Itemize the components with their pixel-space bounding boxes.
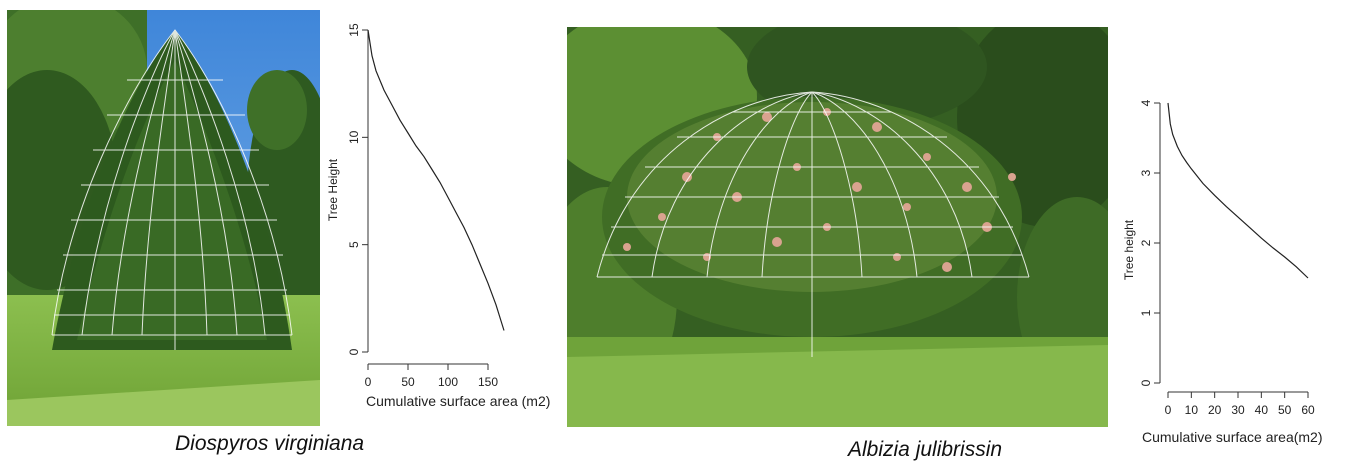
y-tick-label: 15 (347, 23, 361, 37)
x-tick-label: 150 (478, 375, 498, 389)
x-tick-label: 20 (1208, 403, 1222, 417)
y-tick-label: 1 (1139, 309, 1153, 316)
x-tick-label: 10 (1185, 403, 1199, 417)
albizia-tree-photo (567, 27, 1108, 427)
series-line (1167, 102, 1309, 279)
diospyros-tree-photo (7, 10, 320, 426)
albizia-photo-illustration (567, 27, 1108, 427)
x-tick-label: 40 (1255, 403, 1269, 417)
y-tick-label: 0 (347, 348, 361, 355)
x-tick-label: 100 (438, 375, 458, 389)
series-line (367, 29, 505, 331)
x-tick-label: 30 (1231, 403, 1245, 417)
diospyros-height-chart: 0 5 10 15 0 50 100 150 Cumulative surface area (… (320, 0, 570, 430)
y-tick-label: 0 (1139, 379, 1153, 386)
y-tick-label: 3 (1139, 169, 1153, 176)
x-tick-label: 60 (1301, 403, 1315, 417)
y-axis-label: Tree Height (326, 158, 340, 221)
diospyros-photo-illustration (7, 10, 320, 426)
y-tick-label: 5 (347, 241, 361, 248)
caption-albizia: Albizia julibrissin (848, 438, 1003, 461)
x-tick-label: 50 (401, 375, 415, 389)
caption-diospyros: Diospyros virginiana (175, 432, 365, 455)
albizia-height-chart: 0 1 2 3 4 0 10 20 30 40 50 60 Cumulative surface are… (1110, 80, 1352, 450)
y-axis-label: Tree height (1122, 219, 1136, 280)
y-tick-label: 2 (1139, 239, 1153, 246)
y-tick-label: 10 (347, 130, 361, 144)
x-tick-label: 0 (365, 375, 372, 389)
x-tick-label: 0 (1165, 403, 1172, 417)
y-tick-label: 4 (1139, 99, 1153, 106)
x-axis-label: Cumulative surface area(m2) (1142, 429, 1323, 445)
x-tick-label: 50 (1278, 403, 1292, 417)
x-axis-label: Cumulative surface area (m2) (366, 393, 550, 409)
